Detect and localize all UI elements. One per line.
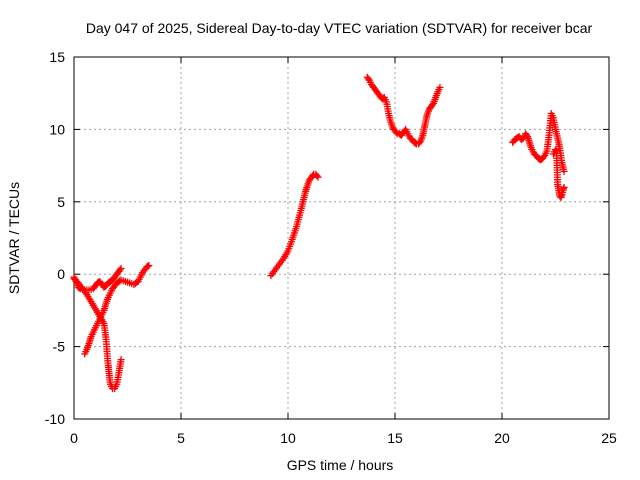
data-point xyxy=(540,153,548,161)
data-point xyxy=(560,183,568,191)
data-point xyxy=(411,139,419,147)
series-6 xyxy=(509,109,568,175)
data-point xyxy=(436,83,444,91)
y-axis-label: SDTVAR / TECUs xyxy=(6,182,22,294)
data-point xyxy=(116,266,124,274)
data-point xyxy=(313,172,321,180)
x-tick-label: 10 xyxy=(280,430,296,446)
x-tick-label: 25 xyxy=(601,430,617,446)
chart-title: Day 047 of 2025, Sidereal Day-to-day VTE… xyxy=(86,20,593,36)
data-point xyxy=(145,262,153,270)
series-2 xyxy=(70,275,125,393)
y-axis: -10 -5 0 5 10 15 xyxy=(45,49,609,427)
x-tick-label: 5 xyxy=(177,430,185,446)
series-4 xyxy=(267,170,322,280)
plot-frame xyxy=(73,56,610,420)
data-point xyxy=(523,131,531,139)
data-point xyxy=(392,128,400,136)
y-tick-label: -5 xyxy=(53,339,66,355)
x-axis-label: GPS time / hours xyxy=(287,457,394,473)
data-point xyxy=(552,146,559,154)
data-point xyxy=(560,167,568,175)
grid-lines xyxy=(74,57,609,419)
y-tick-label: 15 xyxy=(49,49,65,65)
data-point xyxy=(314,173,322,181)
series-1 xyxy=(70,264,125,294)
x-tick-label: 15 xyxy=(387,430,403,446)
y-tick-label: 0 xyxy=(57,266,65,282)
data-point xyxy=(364,75,372,83)
data-points xyxy=(70,73,568,393)
y-tick-label: -10 xyxy=(45,411,65,427)
y-tick-label: 10 xyxy=(49,121,65,137)
x-axis: 0 5 10 15 20 25 xyxy=(70,57,617,446)
x-tick-label: 20 xyxy=(494,430,510,446)
series-7 xyxy=(549,146,568,201)
data-point xyxy=(144,262,152,270)
data-point xyxy=(117,264,125,272)
data-point xyxy=(117,356,125,364)
series-5 xyxy=(363,73,444,148)
x-tick-label: 0 xyxy=(70,430,78,446)
y-tick-label: 5 xyxy=(57,194,65,210)
series-3 xyxy=(81,262,153,358)
